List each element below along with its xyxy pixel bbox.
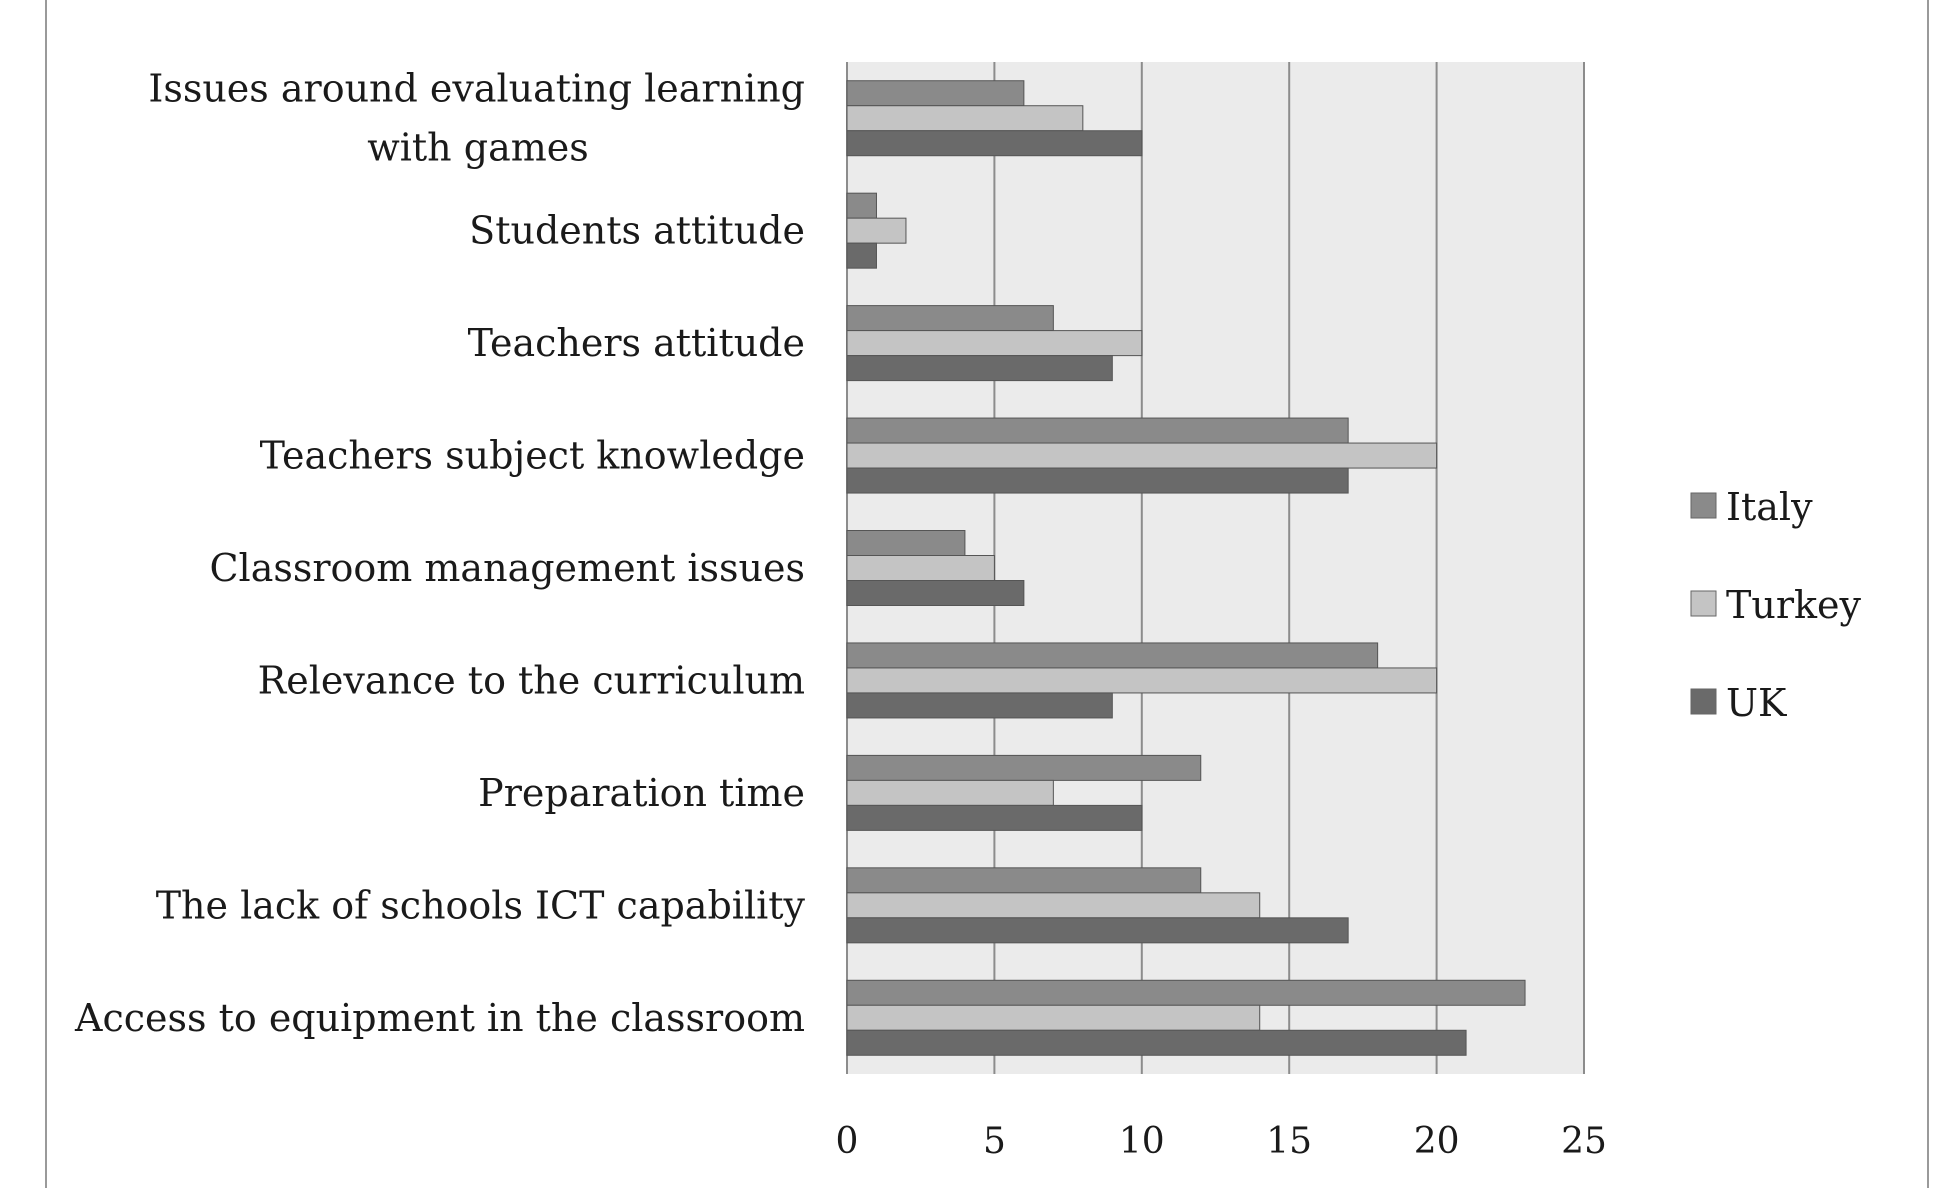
x-tick-label: 10 [1119, 1121, 1165, 1162]
legend-swatch-italy [1690, 492, 1717, 519]
legend-label: UK [1726, 681, 1787, 725]
category-label: Preparation time [478, 771, 805, 815]
bar-italy [846, 867, 1202, 894]
bar-uk [846, 580, 1025, 606]
bar-uk [846, 1029, 1467, 1056]
bar-uk [846, 804, 1143, 831]
bar-italy [846, 305, 1054, 332]
bar-italy [846, 979, 1526, 1006]
bar-turkey [846, 330, 1143, 357]
category-label: The lack of schools ICT capability [156, 883, 806, 927]
bar-uk [846, 692, 1113, 719]
x-tick-label: 20 [1414, 1121, 1460, 1162]
bar-turkey [846, 555, 995, 581]
bar-italy [846, 642, 1379, 669]
bar-italy [846, 417, 1349, 444]
bar-turkey [846, 779, 1054, 806]
bar-uk [846, 242, 877, 269]
category-label: with games [367, 126, 589, 170]
bar-uk [846, 917, 1349, 944]
bar-turkey [846, 892, 1261, 919]
bar-uk [846, 130, 1143, 157]
x-tick-label: 5 [983, 1121, 1006, 1162]
category-label: Students attitude [469, 209, 805, 253]
bar-turkey [846, 217, 907, 244]
category-label: Issues around evaluating learning [148, 67, 805, 111]
legend-swatch-turkey [1690, 590, 1717, 617]
x-tick-label: 25 [1561, 1121, 1607, 1162]
legend-label: Turkey [1726, 583, 1861, 627]
bar-turkey [846, 667, 1438, 694]
bar-italy [846, 530, 966, 556]
bar-turkey [846, 1004, 1261, 1031]
category-label: Classroom management issues [209, 546, 805, 590]
bar-italy [846, 80, 1025, 107]
bar-turkey [846, 442, 1438, 469]
bar-uk [846, 467, 1349, 494]
category-label: Relevance to the curriculum [258, 658, 805, 702]
legend-swatch-uk [1690, 688, 1717, 715]
category-label: Access to equipment in the classroom [74, 996, 805, 1040]
category-label: Teachers subject knowledge [260, 434, 805, 478]
bar-italy [846, 754, 1202, 781]
bar-uk [846, 355, 1113, 382]
legend-label: Italy [1726, 485, 1813, 529]
x-tick-label: 15 [1266, 1121, 1312, 1162]
x-tick-label: 0 [836, 1121, 859, 1162]
bar-turkey [846, 105, 1084, 132]
bar-italy [846, 192, 877, 219]
category-label: Teachers attitude [468, 321, 805, 365]
